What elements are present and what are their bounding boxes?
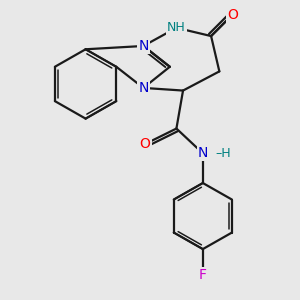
Text: N: N xyxy=(138,81,148,95)
Text: O: O xyxy=(227,8,238,22)
Text: F: F xyxy=(199,268,207,283)
Text: –H: –H xyxy=(215,147,231,160)
Text: O: O xyxy=(140,137,151,151)
Text: N: N xyxy=(138,39,148,53)
Text: N: N xyxy=(198,146,208,160)
Text: NH: NH xyxy=(167,21,186,34)
